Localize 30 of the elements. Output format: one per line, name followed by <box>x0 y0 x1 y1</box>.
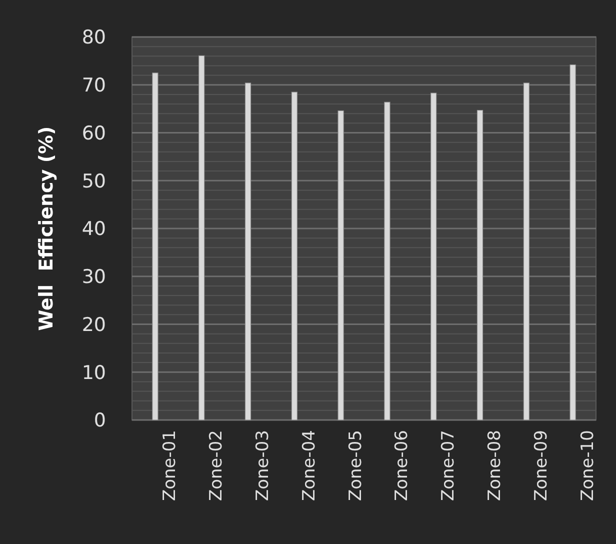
bar <box>384 102 390 420</box>
y-tick-label: 70 <box>82 74 106 97</box>
y-tick-label: 50 <box>82 170 106 192</box>
x-tick-label: Zone-07 <box>438 430 459 502</box>
bar <box>291 92 298 420</box>
x-tick-label: Zone-04 <box>299 430 320 502</box>
bar <box>523 82 530 420</box>
bar <box>244 82 252 420</box>
x-tick-label: Zone-10 <box>578 430 598 502</box>
y-tick-label: 60 <box>82 122 106 144</box>
bar <box>198 55 205 420</box>
bar <box>430 92 437 420</box>
y-tick-label: 0 <box>94 410 106 432</box>
y-tick-label: 10 <box>82 362 106 384</box>
y-tick-label: 30 <box>82 266 106 288</box>
x-tick-label: Zone-02 <box>206 430 227 502</box>
x-tick-label: Zone-05 <box>346 430 366 502</box>
bar <box>152 72 158 420</box>
y-tick-label: 40 <box>82 218 106 240</box>
x-tick-label: Zone-03 <box>252 430 273 502</box>
y-tick-label: 20 <box>82 314 106 336</box>
x-tick-label: Zone-09 <box>531 430 552 502</box>
y-axis-title: Well Efficiency (%) <box>36 126 58 331</box>
y-tick-label: 80 <box>82 26 106 49</box>
x-tick-label: Zone-01 <box>160 430 180 502</box>
x-tick-label: Zone-06 <box>392 430 412 502</box>
x-tick-label: Zone-08 <box>484 430 505 502</box>
bar <box>338 110 344 420</box>
bar <box>570 64 576 420</box>
bar <box>476 110 484 420</box>
